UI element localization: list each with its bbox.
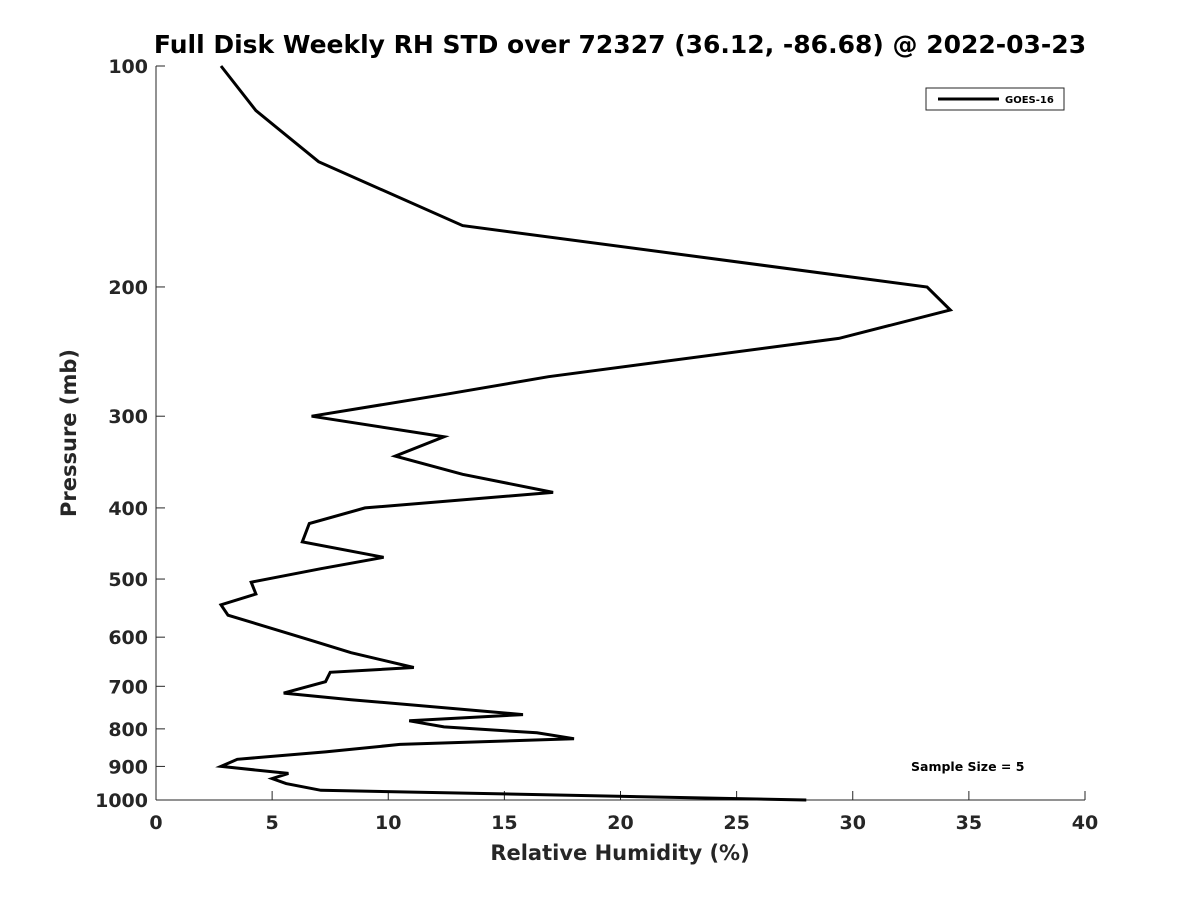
y-tick-label: 500 bbox=[108, 569, 148, 591]
legend-label: GOES-16 bbox=[1005, 95, 1054, 106]
x-tick-label: 35 bbox=[956, 812, 982, 834]
x-ticks: 0 5 10 15 20 25 30 35 40 bbox=[149, 791, 1098, 834]
y-tick-label: 100 bbox=[108, 56, 148, 78]
x-tick-label: 20 bbox=[607, 812, 633, 834]
legend: GOES-16 bbox=[925, 87, 1065, 111]
y-axis-label: Pressure (mb) bbox=[57, 349, 81, 517]
x-tick-label: 40 bbox=[1072, 812, 1098, 834]
y-tick-label: 300 bbox=[108, 406, 148, 428]
x-tick-label: 15 bbox=[491, 812, 517, 834]
x-tick-label: 0 bbox=[149, 812, 162, 834]
x-tick-label: 30 bbox=[840, 812, 866, 834]
x-axis-label: Relative Humidity (%) bbox=[490, 841, 749, 865]
y-tick-label: 800 bbox=[108, 719, 148, 741]
x-tick-label: 10 bbox=[375, 812, 401, 834]
x-tick-label: 25 bbox=[723, 812, 749, 834]
y-ticks: 100 200 300 400 500 600 700 800 900 1000 bbox=[95, 56, 165, 812]
y-tick-label: 1000 bbox=[95, 790, 148, 812]
y-tick-label: 600 bbox=[108, 627, 148, 649]
y-tick-label: 900 bbox=[108, 756, 148, 778]
x-tick-label: 5 bbox=[266, 812, 279, 834]
y-tick-label: 200 bbox=[108, 277, 148, 299]
y-tick-label: 700 bbox=[108, 676, 148, 698]
series-line-goes-16 bbox=[215, 65, 954, 802]
y-tick-label: 400 bbox=[108, 498, 148, 520]
chart-title: Full Disk Weekly RH STD over 72327 (36.1… bbox=[154, 30, 1086, 59]
sample-size-annotation: Sample Size = 5 bbox=[911, 759, 1024, 774]
